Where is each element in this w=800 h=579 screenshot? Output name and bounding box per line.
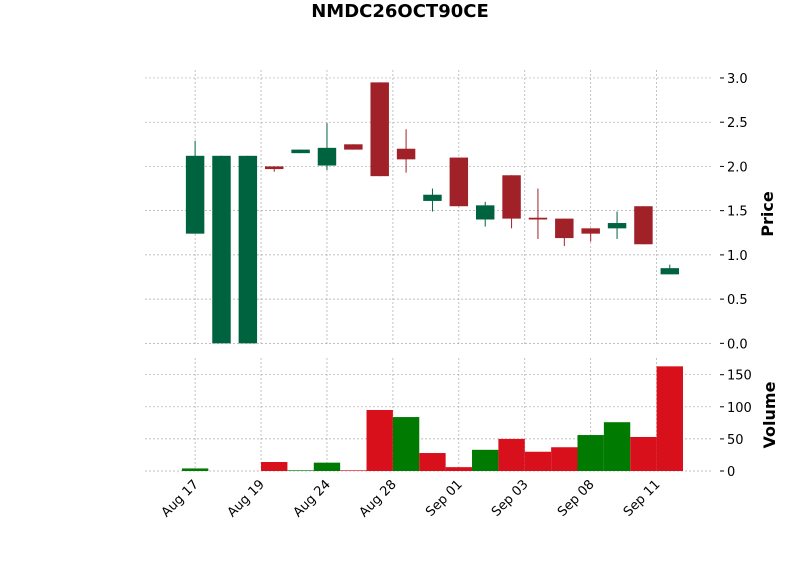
- volume-tick-label: 0: [727, 465, 735, 480]
- candle-body: [660, 268, 680, 275]
- candle-body: [370, 82, 389, 177]
- volume-bar: [445, 467, 473, 471]
- candle-body: [555, 218, 574, 239]
- x-tick-label: Aug 24: [291, 477, 334, 520]
- volume-bar: [656, 366, 683, 471]
- candle-body: [607, 223, 627, 229]
- candle-body: [212, 155, 231, 344]
- y-tick-label: 0.0: [727, 337, 748, 352]
- volume-bar: [630, 436, 657, 471]
- volume-bar: [313, 462, 341, 471]
- candle-body: [238, 155, 258, 344]
- volume-tick-label: 100: [727, 401, 752, 416]
- volume-bar: [287, 470, 314, 471]
- x-tick-label: Sep 01: [423, 477, 466, 520]
- volume-tick-label: 150: [727, 369, 752, 384]
- volume-bar: [392, 417, 420, 471]
- volume-bar: [472, 449, 499, 471]
- candle-body: [396, 148, 416, 160]
- chart-title: NMDC26OCT90CE: [311, 1, 489, 22]
- volume-bar: [498, 438, 525, 471]
- candle-body: [317, 147, 337, 166]
- volume-bar: [419, 453, 446, 471]
- x-tick-label: Aug 17: [159, 477, 202, 520]
- y-tick-label: 1.0: [727, 249, 748, 264]
- candle-body: [264, 166, 284, 170]
- volume-bar: [551, 447, 578, 471]
- x-tick-label: Sep 03: [489, 477, 532, 520]
- y-tick-label: 3.0: [727, 72, 748, 87]
- volume-axis-label: Volume: [760, 381, 779, 448]
- volume-bar: [181, 468, 209, 471]
- volume-bar: [524, 451, 552, 471]
- candle-body: [475, 205, 495, 220]
- candle-body: [423, 194, 442, 201]
- x-tick-label: Sep 11: [621, 477, 664, 520]
- candle-body: [344, 144, 363, 150]
- candle-body: [449, 157, 469, 207]
- x-tick-label: Sep 08: [555, 477, 598, 520]
- volume-bar: [261, 462, 288, 471]
- y-tick-label: 2.5: [727, 116, 748, 131]
- y-tick-label: 2.0: [727, 160, 748, 175]
- candle-body: [185, 155, 205, 234]
- y-tick-label: 1.5: [727, 205, 748, 220]
- volume-bar: [366, 410, 393, 471]
- candle-body: [528, 217, 548, 220]
- candle-body: [581, 228, 600, 234]
- candle-body: [291, 149, 310, 154]
- x-tick-label: Aug 28: [357, 477, 400, 520]
- y-tick-label: 0.5: [727, 293, 748, 308]
- y-axis-label: Price: [758, 191, 777, 237]
- candle-body: [502, 175, 521, 219]
- volume-tick-label: 50: [727, 433, 744, 448]
- volume-bar: [603, 422, 631, 471]
- candle-body: [634, 206, 653, 245]
- volume-bar: [577, 435, 604, 471]
- x-tick-label: Aug 19: [225, 477, 268, 520]
- volume-bar: [340, 470, 367, 471]
